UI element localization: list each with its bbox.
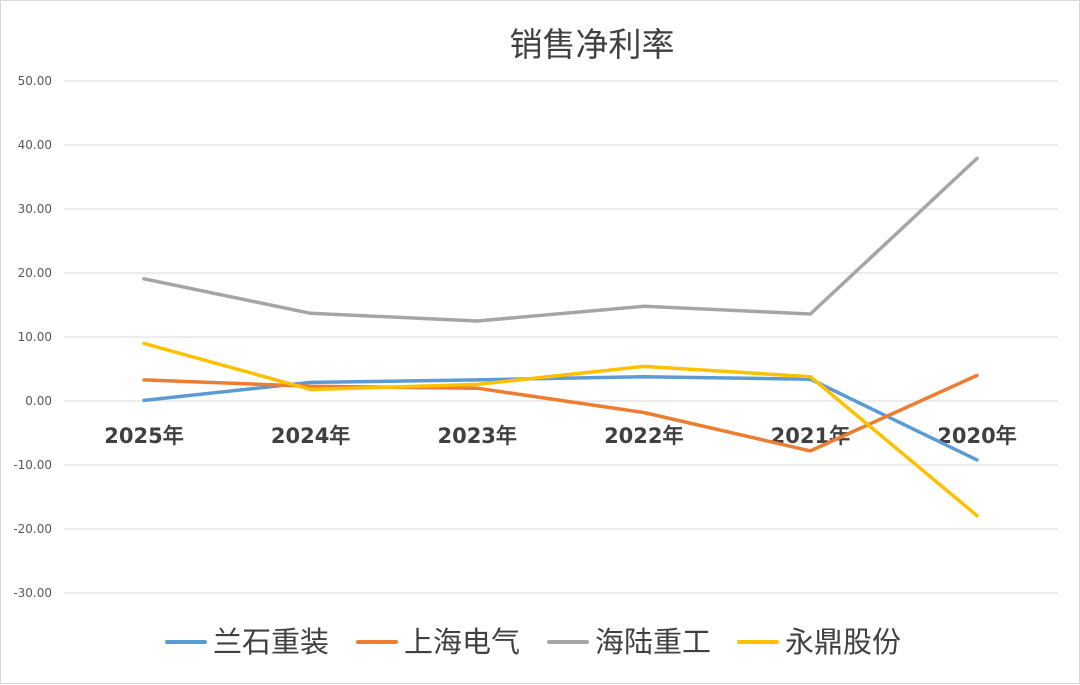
y-tick-label: 50.00	[18, 74, 52, 88]
series-lines	[142, 156, 979, 518]
x-tick-label: 2020年	[937, 424, 1016, 448]
series-line-1	[142, 374, 979, 462]
chart-title: 销售净利率	[510, 25, 675, 64]
legend-label: 兰石重装	[213, 625, 329, 659]
x-tick-label: 2023年	[437, 424, 516, 448]
y-tick-label: -20.00	[13, 522, 52, 536]
series-line-2	[142, 373, 979, 453]
x-tick-label: 2022年	[604, 424, 683, 448]
y-tick-label: 20.00	[18, 266, 52, 280]
x-tick-label: 2024年	[271, 424, 350, 448]
legend-label: 上海电气	[404, 625, 520, 659]
legend-label: 永鼎股份	[785, 625, 901, 659]
y-tick-label: 40.00	[18, 138, 52, 152]
grid-lines	[64, 80, 1058, 594]
y-tick-label: 0.00	[25, 394, 52, 408]
x-tick-label: 2025年	[104, 424, 183, 448]
series-line-3	[142, 156, 979, 323]
y-tick-label: 10.00	[18, 330, 52, 344]
legend: 兰石重装 上海电气 海陆重工 永鼎股份	[165, 625, 901, 659]
y-axis-tick-labels: 50.00 40.00 30.00 20.00 10.00 0.00 -10.00 -20.0…	[13, 74, 52, 600]
y-tick-label: -30.00	[13, 586, 52, 600]
y-tick-label: -10.00	[13, 458, 52, 472]
legend-label: 海陆重工	[595, 625, 711, 659]
y-tick-label: 30.00	[18, 202, 52, 216]
series-line-4	[142, 341, 979, 518]
